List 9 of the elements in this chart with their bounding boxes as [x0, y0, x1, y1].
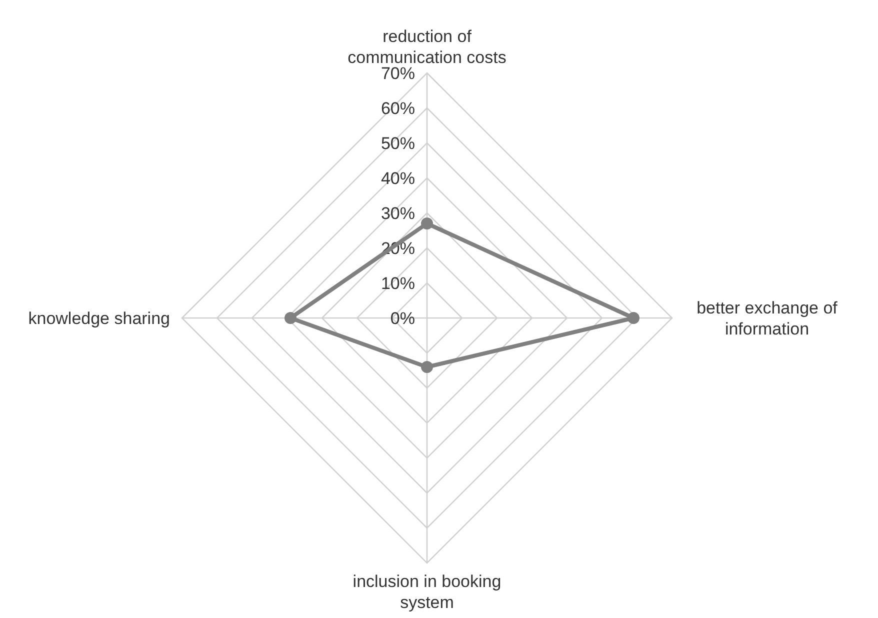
y-tick-label: 30%	[380, 204, 415, 223]
spoke-label: better exchange of information	[696, 298, 838, 338]
spoke-label: knowledge sharing	[28, 309, 170, 328]
y-tick-label: 50%	[380, 134, 415, 153]
spoke-label: inclusion in booking system	[352, 572, 502, 612]
y-tick-label: 60%	[380, 98, 415, 118]
y-tick-label: 0%	[390, 308, 415, 328]
y-tick-label: 10%	[380, 274, 415, 293]
y-tick-label: 40%	[380, 168, 415, 188]
